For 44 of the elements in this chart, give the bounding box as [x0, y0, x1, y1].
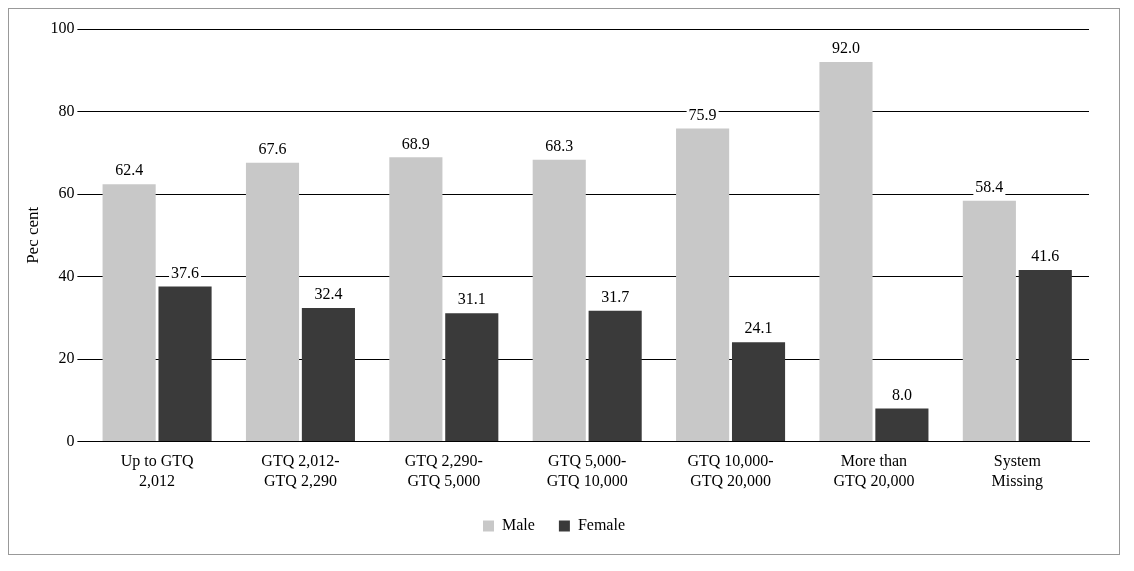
y-tick-label: 20 — [58, 349, 75, 367]
bar — [875, 408, 929, 442]
bar — [102, 184, 156, 442]
legend-label: Male — [502, 516, 535, 534]
data-label: 75.9 — [688, 105, 717, 123]
bar — [245, 162, 300, 442]
bar — [588, 310, 642, 442]
data-label: 58.4 — [975, 177, 1004, 195]
x-tick-label: System Missing — [991, 452, 1044, 490]
y-tick-label: 0 — [66, 431, 75, 449]
bar — [158, 286, 212, 442]
bar — [532, 159, 586, 442]
data-label: 62.4 — [115, 161, 144, 179]
bar — [731, 342, 786, 442]
y-tick-label: 100 — [50, 19, 75, 37]
y-tick-label: 60 — [58, 184, 75, 202]
x-tick-label: GTQ 2,290- GTQ 5,000 — [404, 452, 483, 489]
x-tick-label: GTQ 10,000- GTQ 20,000 — [687, 452, 774, 489]
x-tick-label: GTQ 2,012- GTQ 2,290 — [261, 452, 340, 489]
data-label: 67.6 — [258, 139, 287, 157]
data-label: 8.0 — [891, 385, 912, 403]
y-tick-label: 80 — [58, 101, 75, 119]
bar — [389, 157, 443, 442]
data-label: 32.4 — [314, 285, 343, 303]
data-label: 92.0 — [831, 39, 860, 57]
y-axis-title: Pec cent — [22, 206, 42, 264]
bar — [301, 307, 355, 442]
data-label: 24.1 — [744, 319, 773, 337]
bar — [1018, 269, 1072, 442]
bar — [445, 313, 499, 442]
y-tick-label: 40 — [58, 266, 75, 284]
bar — [676, 128, 730, 442]
bar — [819, 62, 873, 442]
x-tick-label: Up to GTQ 2,012 — [120, 452, 194, 489]
legend-label: Female — [577, 516, 625, 534]
bar — [962, 200, 1016, 442]
data-label: 37.6 — [171, 263, 200, 281]
data-label: 31.1 — [457, 290, 486, 308]
x-tick-label: More than GTQ 20,000 — [833, 452, 915, 489]
data-label: 68.3 — [545, 137, 574, 154]
data-label: 41.6 — [1031, 247, 1060, 265]
data-label: 68.9 — [401, 134, 430, 152]
x-tick-label: GTQ 5,000- GTQ 10,000 — [546, 452, 628, 489]
data-label: 31.7 — [601, 288, 630, 306]
